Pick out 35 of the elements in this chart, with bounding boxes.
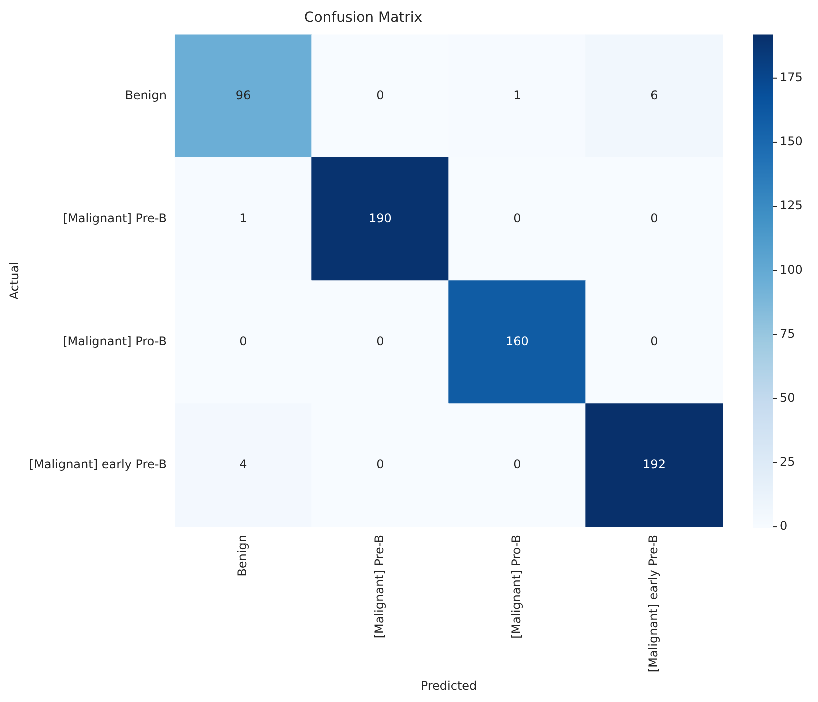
data-label: 4: [240, 458, 248, 472]
data-label: 0: [514, 212, 522, 226]
color-bar-label: 150: [780, 134, 803, 149]
y-tick-label: [Malignant] Pro-B: [63, 334, 167, 349]
data-label: 0: [376, 88, 384, 102]
color-bar-label: 0: [780, 519, 788, 534]
data-label: 0: [650, 212, 658, 226]
data-label: 160: [506, 334, 529, 349]
color-bar-label: 75: [780, 326, 796, 341]
chart-title: Confusion Matrix: [304, 10, 423, 26]
x-tick-label: [Malignant] Pro-B: [510, 535, 524, 639]
color-bar-label: 25: [780, 455, 796, 470]
data-label: 0: [376, 334, 384, 349]
y-tick-label: [Malignant] early Pre-B: [29, 458, 167, 472]
data-label: 6: [650, 88, 658, 102]
color-bar-label: 100: [780, 262, 803, 277]
data-label: 192: [643, 458, 666, 472]
y-axis-title: Actual: [7, 262, 22, 300]
color-bar-label: 125: [780, 198, 803, 213]
data-label: 0: [376, 458, 384, 472]
color-bar-label: 175: [780, 70, 803, 85]
x-axis-title: Predicted: [420, 678, 478, 693]
x-tick-label: [Malignant] early Pre-B: [646, 535, 661, 673]
data-label: 1: [240, 212, 248, 226]
data-label: 0: [514, 458, 522, 472]
data-label: 190: [369, 212, 392, 226]
y-tick-label: Benign: [125, 88, 167, 102]
data-label: 96: [236, 88, 252, 102]
data-label: 0: [240, 334, 248, 349]
data-label: 0: [650, 334, 658, 349]
y-tick-label: [Malignant] Pre-B: [63, 212, 167, 226]
data-label: 1: [514, 88, 522, 102]
x-tick-label: Benign: [236, 535, 250, 577]
color-bar-label: 50: [780, 390, 796, 405]
x-tick-label: [Malignant] Pre-B: [372, 535, 387, 639]
